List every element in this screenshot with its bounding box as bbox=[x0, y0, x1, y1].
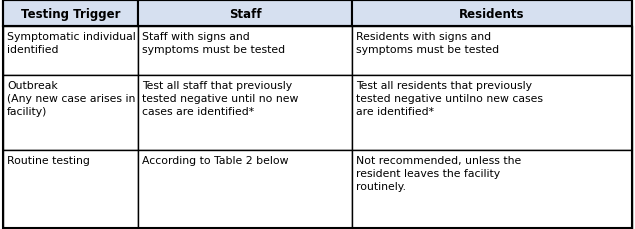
Bar bbox=[352, 1, 632, 27]
Text: Staff with signs and
symptoms must be tested: Staff with signs and symptoms must be te… bbox=[142, 32, 285, 55]
Text: Residents with signs and
symptoms must be tested: Residents with signs and symptoms must b… bbox=[356, 32, 499, 55]
Text: Test all residents that previously
tested negative untilno new cases
are identif: Test all residents that previously teste… bbox=[356, 81, 543, 116]
Text: According to Table 2 below: According to Table 2 below bbox=[142, 156, 289, 166]
Text: Not recommended, unless the
resident leaves the facility
routinely.: Not recommended, unless the resident lea… bbox=[356, 156, 521, 191]
Text: Testing Trigger: Testing Trigger bbox=[21, 8, 121, 21]
Text: Residents: Residents bbox=[459, 8, 525, 21]
Bar bbox=[352, 76, 632, 151]
Bar bbox=[3, 1, 138, 27]
Text: Outbreak
(Any new case arises in
facility): Outbreak (Any new case arises in facilit… bbox=[7, 81, 135, 116]
Text: Staff: Staff bbox=[229, 8, 262, 21]
Bar bbox=[138, 151, 352, 229]
Bar bbox=[138, 76, 352, 151]
Bar bbox=[138, 1, 352, 27]
Bar bbox=[352, 151, 632, 229]
Bar bbox=[352, 27, 632, 76]
Bar bbox=[138, 27, 352, 76]
Text: Routine testing: Routine testing bbox=[7, 156, 90, 166]
Bar bbox=[3, 27, 138, 76]
Bar bbox=[3, 151, 138, 229]
Text: Symptomatic individual
identified: Symptomatic individual identified bbox=[7, 32, 136, 55]
Bar bbox=[3, 76, 138, 151]
Text: Test all staff that previously
tested negative until no new
cases are identified: Test all staff that previously tested ne… bbox=[142, 81, 298, 116]
